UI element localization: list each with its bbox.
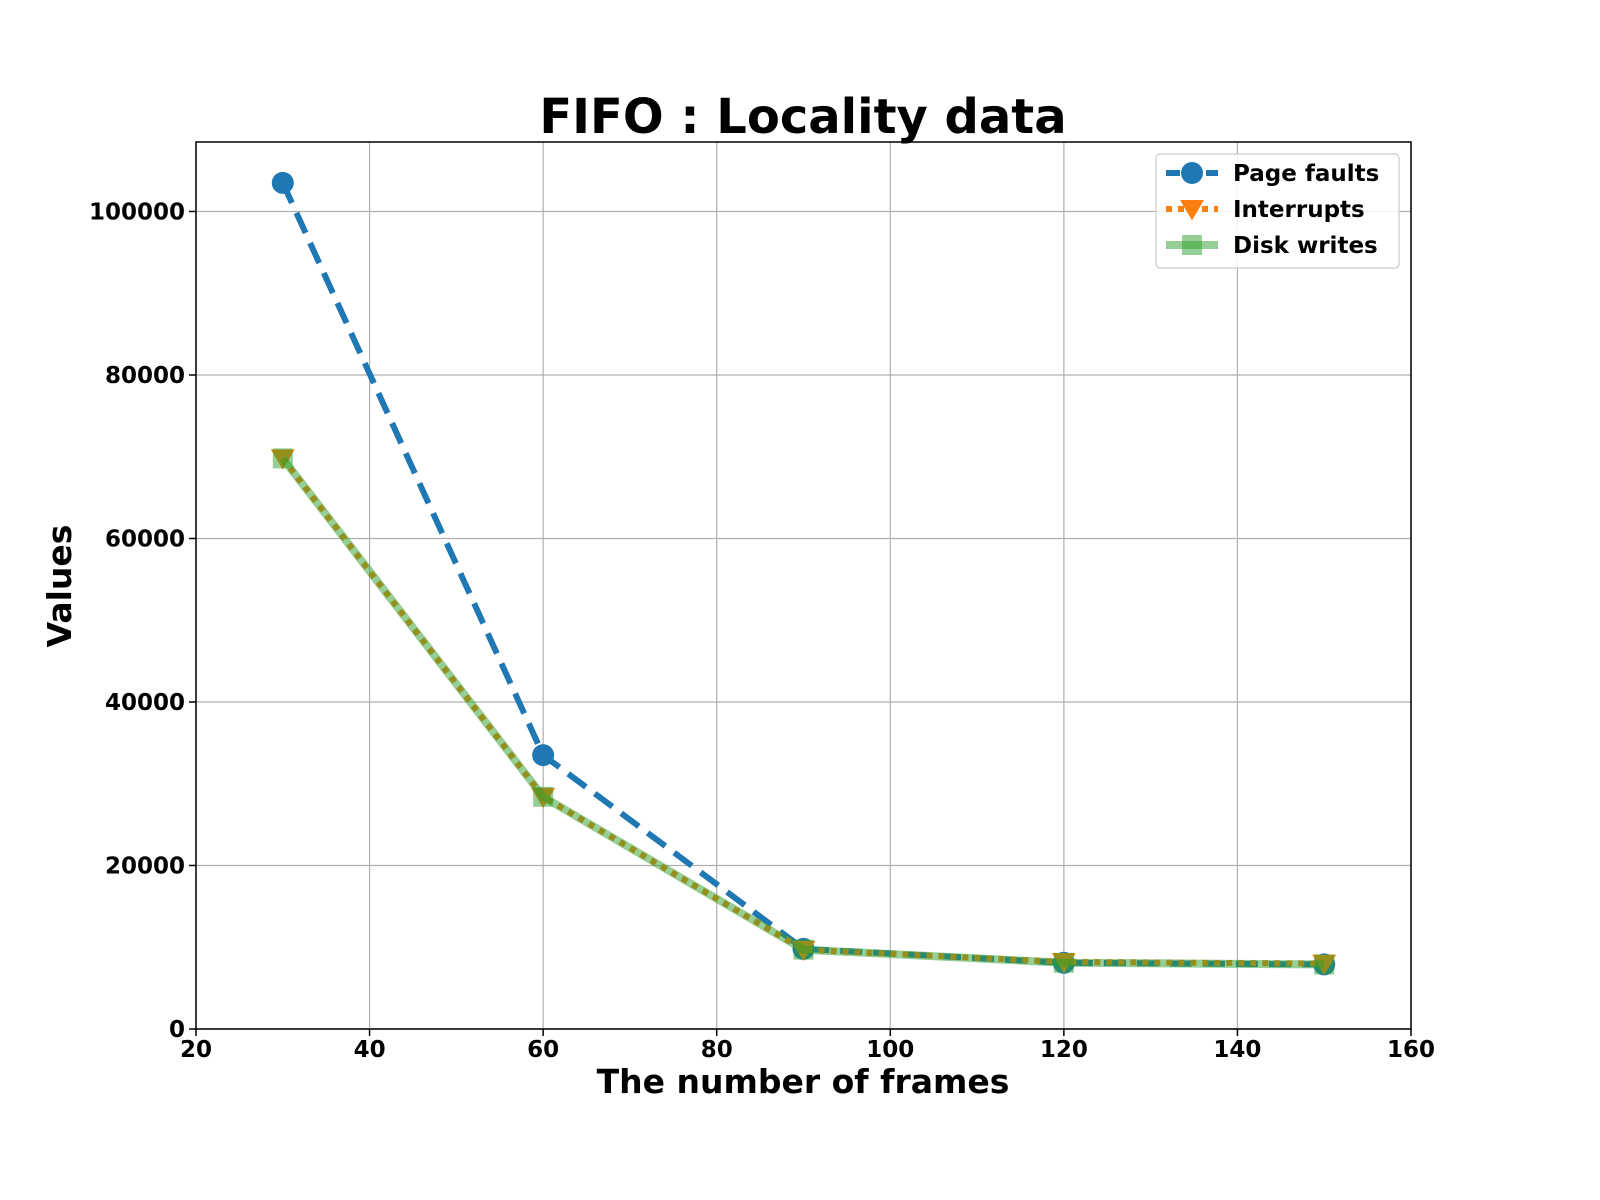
- y-tick-label: 20000: [105, 853, 185, 879]
- series-line: [280, 181, 1325, 968]
- x-tick-label: 40: [354, 1037, 386, 1063]
- x-tick-label: 160: [1387, 1037, 1435, 1063]
- x-tick-label: 120: [1040, 1037, 1088, 1063]
- series-line: [279, 455, 1325, 969]
- series-0: [271, 171, 1336, 976]
- y-tick-label: 100000: [89, 199, 185, 225]
- data-point: [1314, 954, 1335, 975]
- y-tick-label: 40000: [105, 690, 185, 716]
- y-tick-label: 0: [169, 1017, 185, 1043]
- legend-marker: [1180, 200, 1204, 221]
- series-line: [280, 456, 1325, 967]
- legend-box: [1155, 153, 1400, 269]
- legend: Page faults Interrupts Disk writes: [1155, 153, 1400, 269]
- data-point: [271, 171, 294, 194]
- legend-entry: Page faults: [1166, 161, 1379, 187]
- legend-label: Page faults: [1233, 161, 1379, 187]
- plot-area: [195, 141, 1412, 1030]
- data-point: [1053, 952, 1074, 973]
- axis-ticks: 20 40 60 80 100 120 140 160 0 20000 40000 60000 8000…: [89, 199, 1435, 1063]
- data-point: [793, 939, 814, 960]
- series-2: [272, 448, 1335, 975]
- x-tick-label: 80: [701, 1037, 733, 1063]
- x-tick-label: 140: [1213, 1037, 1261, 1063]
- x-tick-label: 60: [527, 1037, 559, 1063]
- y-axis-title: Values: [40, 525, 79, 648]
- legend-label: Disk writes: [1233, 233, 1378, 259]
- legend-marker: [1181, 162, 1203, 184]
- y-tick-label: 60000: [105, 526, 185, 552]
- x-tick-label: 100: [866, 1037, 914, 1063]
- chart-title: FIFO : Locality data: [539, 89, 1066, 145]
- legend-marker: [1182, 235, 1202, 255]
- data-point: [533, 786, 554, 807]
- x-axis-title: The number of frames: [597, 1062, 1010, 1101]
- legend-entry: Disk writes: [1166, 233, 1378, 259]
- legend-label: Interrupts: [1233, 197, 1365, 223]
- y-tick-label: 80000: [105, 363, 185, 389]
- x-tick-label: 20: [180, 1037, 212, 1063]
- series-layer: [270, 171, 1337, 976]
- series-1: [270, 449, 1337, 975]
- data-point: [532, 744, 555, 767]
- legend-entry: Interrupts: [1166, 197, 1365, 223]
- data-point: [272, 448, 293, 469]
